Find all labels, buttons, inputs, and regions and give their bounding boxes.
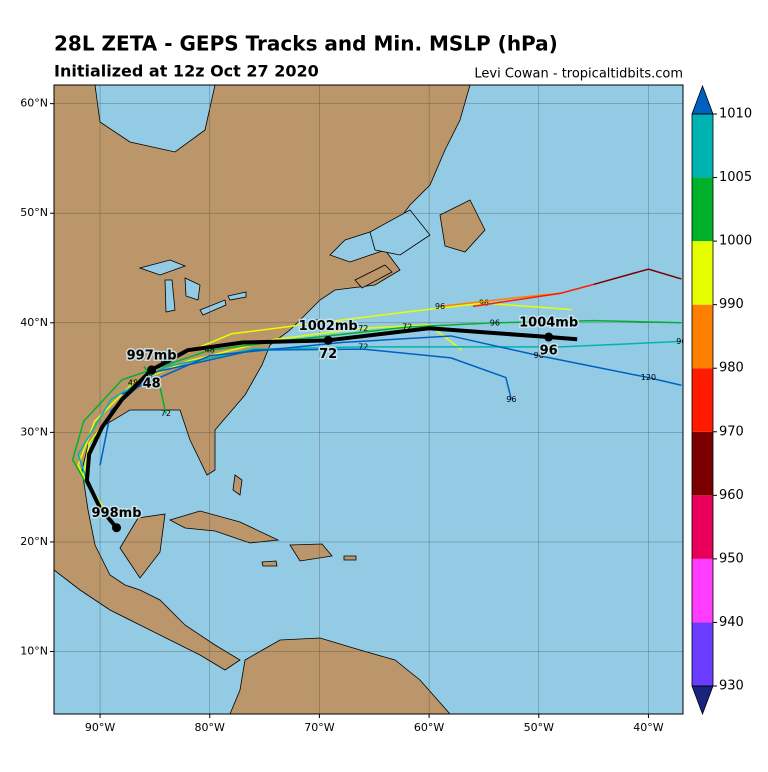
yucatan — [119, 513, 166, 579]
colorbar-over — [691, 84, 714, 115]
colorbar-band — [692, 558, 713, 623]
lake-erie — [199, 299, 227, 316]
x-tick-label: 50°W — [524, 721, 554, 734]
cuba — [168, 510, 280, 544]
lake-michigan — [164, 279, 176, 313]
member-hour-label: 48 — [205, 346, 215, 355]
member-hour-label: 96 — [479, 299, 489, 308]
member-hour-label: 72 — [358, 324, 368, 333]
nova-scotia — [354, 264, 393, 289]
x-tick-label: 70°W — [304, 721, 334, 734]
member-hour-label: 96 — [490, 318, 500, 327]
colorbar-band — [692, 114, 713, 178]
lake-ontario — [227, 291, 247, 301]
member-hour-label: 72 — [402, 323, 412, 332]
colorbar-tick-label: 980 — [719, 361, 744, 376]
member-track — [71, 319, 682, 499]
hour-label: 72 — [319, 347, 337, 362]
colorbar-tick-label: 950 — [719, 551, 744, 566]
member-track — [121, 335, 682, 395]
x-tick-label: 40°W — [633, 721, 663, 734]
hispaniola — [289, 543, 333, 562]
hour-label: 48 — [143, 376, 161, 391]
member-hour-label: 96 — [534, 351, 544, 360]
member-hour-label: 72 — [358, 342, 368, 351]
colorbar-band — [692, 431, 713, 496]
colorbar-band — [692, 368, 713, 432]
y-tick-label: 40°N — [20, 316, 48, 329]
track-point — [147, 365, 157, 375]
puerto-rico — [343, 555, 357, 561]
credit: Levi Cowan - tropicaltidbits.com — [474, 67, 683, 82]
member-track — [593, 268, 682, 286]
track-point — [323, 335, 333, 345]
y-tick-label: 60°N — [20, 97, 48, 110]
gulf-st-lawrence — [369, 209, 431, 256]
colorbar-band — [692, 177, 713, 242]
member-track — [77, 340, 682, 488]
y-tick-label: 10°N — [20, 645, 48, 658]
member-track — [77, 324, 463, 510]
colorbar-band — [692, 622, 713, 686]
colorbar-band — [692, 304, 713, 369]
member-hour-label: 96 — [676, 337, 686, 346]
grid — [54, 85, 683, 714]
colorbar-tick-label: 1000 — [719, 234, 752, 249]
pressure-label: 998mb — [92, 506, 142, 521]
y-tick-label: 50°N — [20, 206, 48, 219]
track-point — [544, 332, 554, 342]
member-hour-label: 72 — [314, 318, 324, 327]
pressure-label: 1004mb — [519, 316, 578, 331]
x-tick-label: 90°W — [85, 721, 115, 734]
colorbar-band — [692, 241, 713, 305]
colorbar-frame — [691, 113, 714, 687]
map-frame — [53, 84, 684, 715]
subtitle: Initialized at 12z Oct 27 2020 — [54, 62, 319, 81]
colorbar-tick-label: 960 — [719, 488, 744, 503]
bahamas — [232, 474, 243, 496]
y-tick-label: 20°N — [20, 535, 48, 548]
colorbar-tick-label: 1005 — [719, 170, 752, 185]
member-hour-label: 48 — [128, 379, 138, 388]
track-point — [112, 523, 122, 533]
member-hour-label: 120 — [641, 373, 656, 382]
pressure-label: 1002mb — [299, 319, 358, 334]
x-tick-label: 60°W — [414, 721, 444, 734]
land — [54, 85, 486, 714]
colorbar-tick-label: 940 — [719, 615, 744, 630]
jamaica — [261, 560, 278, 567]
colorbar-tick-label: 990 — [719, 297, 744, 312]
member-hour-label: 96 — [506, 395, 516, 404]
pressure-label: 997mb — [127, 348, 177, 363]
member-hour-label: 72 — [161, 409, 171, 418]
y-tick-label: 30°N — [20, 425, 48, 438]
axes: 90°W 80°W 70°W 60°W 50°W 40°W 10°N 20°N 30°N 40°N… — [20, 97, 663, 734]
colorbar: 930 940 950 960 970 980 990 1000 1005 1010 — [691, 84, 752, 716]
north-america — [54, 85, 471, 671]
colorbar-under — [691, 685, 714, 716]
title: 28L ZETA - GEPS Tracks and Min. MSLP (hP… — [54, 32, 558, 56]
hour-label: 96 — [540, 344, 558, 359]
lake-superior — [138, 259, 187, 276]
colorbar-tick-label: 930 — [719, 679, 744, 694]
x-tick-label: 80°W — [195, 721, 225, 734]
lake-huron — [184, 277, 201, 301]
south-america — [229, 637, 451, 714]
member-track — [472, 283, 594, 308]
member-hour-label: 96 — [435, 302, 445, 311]
colorbar-band — [692, 495, 713, 559]
colorbar-tick-label: 970 — [719, 424, 744, 439]
colorbar-tick-label: 1010 — [719, 107, 752, 122]
